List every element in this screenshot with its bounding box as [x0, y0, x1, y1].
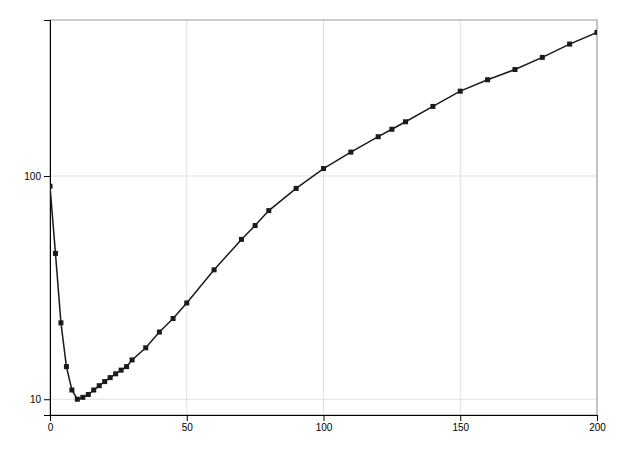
- marker: [458, 89, 463, 94]
- line: [50, 32, 597, 399]
- chart: 0 50 100 150 200 10 100: [0, 0, 617, 455]
- grid-line: [323, 20, 324, 415]
- marker: [50, 184, 53, 189]
- marker: [212, 267, 217, 272]
- marker: [113, 371, 118, 376]
- marker: [171, 316, 176, 321]
- grid: [50, 20, 597, 415]
- marker: [348, 150, 353, 155]
- marker: [97, 383, 102, 388]
- grid-line: [50, 399, 597, 400]
- plot-frame: [50, 20, 597, 415]
- plot: 0 50 100 150 200 10 100: [24, 20, 606, 433]
- tick-label: 100: [24, 171, 41, 182]
- marker: [130, 357, 135, 362]
- marker: [485, 77, 490, 82]
- tick-mark: [44, 176, 50, 177]
- marker: [119, 368, 124, 373]
- marker: [53, 251, 58, 256]
- tick: 200: [589, 415, 606, 433]
- marker: [253, 223, 258, 228]
- grid-line: [460, 20, 461, 415]
- marker: [376, 134, 381, 139]
- marker: [512, 67, 517, 72]
- tick: 150: [452, 415, 469, 433]
- tick-label: 50: [182, 422, 194, 433]
- tick-label: 0: [48, 422, 54, 433]
- marker: [91, 388, 96, 393]
- y-axis: 10 100: [24, 21, 50, 416]
- marker: [540, 55, 545, 60]
- marker: [389, 127, 394, 132]
- marker: [108, 375, 113, 380]
- tick: 0: [48, 415, 54, 433]
- axis-line: [51, 416, 598, 422]
- marker: [75, 397, 80, 402]
- marker: [86, 392, 91, 397]
- x-axis: 0 50 100 150 200: [48, 415, 607, 433]
- tick-mark: [44, 399, 50, 400]
- tick: 100: [316, 415, 333, 433]
- grid-line: [50, 176, 597, 177]
- marker: [266, 208, 271, 213]
- tick-mark: [460, 415, 461, 421]
- marker: [80, 395, 85, 400]
- marker: [184, 300, 189, 305]
- tick: 10: [30, 394, 50, 405]
- tick-mark: [324, 415, 325, 421]
- tick-label: 150: [452, 422, 469, 433]
- axis-line: [44, 21, 51, 416]
- marker: [124, 364, 129, 369]
- marker: [294, 186, 299, 191]
- tick-mark: [597, 415, 598, 421]
- marker: [157, 330, 162, 335]
- marker: [64, 364, 69, 369]
- marker: [58, 320, 63, 325]
- tick: 100: [24, 171, 50, 182]
- marker: [403, 119, 408, 124]
- marker: [239, 237, 244, 242]
- tick-label: 200: [589, 422, 606, 433]
- marker: [102, 379, 107, 384]
- tick-label: 10: [30, 394, 42, 405]
- marker: [143, 345, 148, 350]
- marker: [321, 166, 326, 171]
- marker: [430, 104, 435, 109]
- marker: [595, 30, 598, 35]
- series: [50, 30, 597, 402]
- marker: [567, 42, 572, 47]
- grid-line: [186, 20, 187, 415]
- marker: [69, 388, 74, 393]
- tick-mark: [187, 415, 188, 421]
- tick-label: 100: [316, 422, 333, 433]
- tick: 50: [182, 415, 194, 433]
